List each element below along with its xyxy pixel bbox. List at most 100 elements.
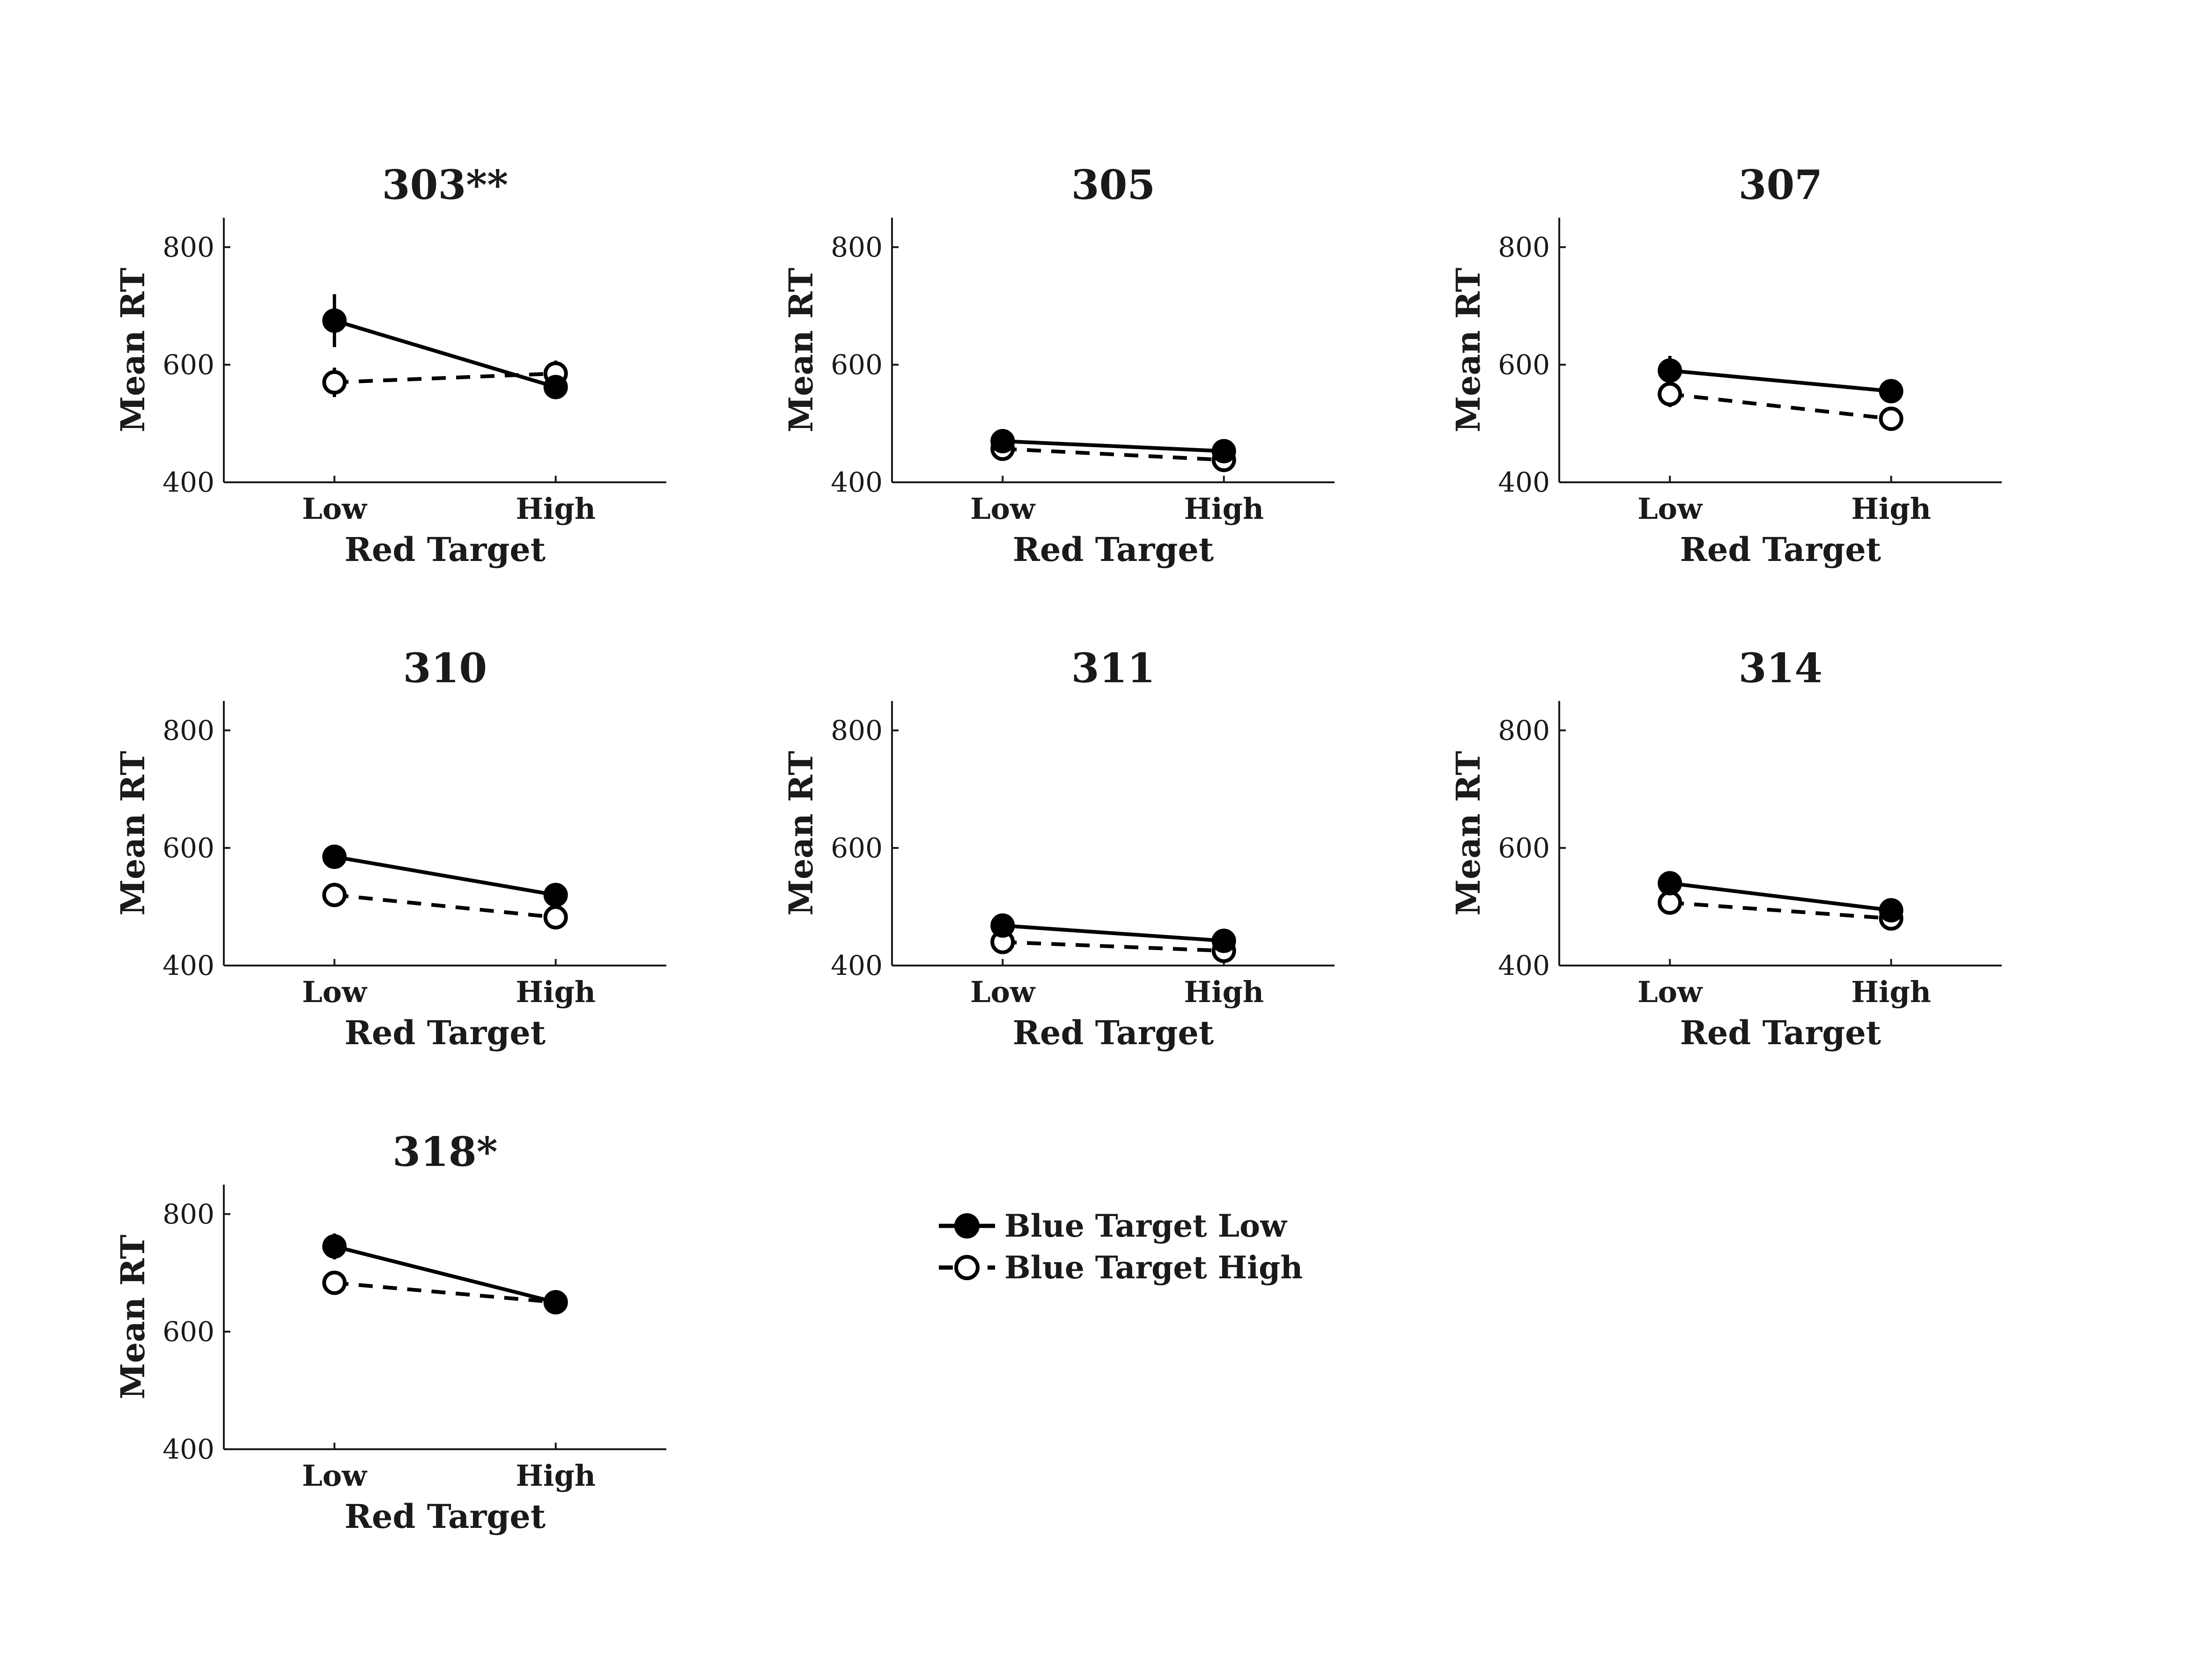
x-axis-label: Red Target (345, 1013, 546, 1052)
x-axis-label: Red Target (345, 530, 546, 569)
y-tick-label: 600 (1498, 832, 1550, 864)
x-tick-label: High (516, 492, 596, 526)
data-point-blue-target-high (1658, 890, 1682, 915)
y-tick-label: 400 (162, 950, 214, 981)
legend-marker-blue-high (954, 1255, 980, 1280)
x-tick-label: Low (970, 975, 1036, 1009)
series-blue-target-low (322, 844, 568, 907)
x-tick-label: High (516, 1459, 596, 1493)
data-point-blue-target-high (322, 883, 347, 907)
y-tick-label: 400 (162, 1433, 214, 1465)
series-line-blue-target-low (1002, 923, 1224, 943)
x-tick-label: Low (302, 975, 368, 1009)
legend-label-blue-low: Blue Target Low (1004, 1208, 1288, 1244)
x-tick-label: High (1184, 492, 1264, 526)
y-tick-label: 600 (1498, 349, 1550, 381)
x-tick-label: High (516, 975, 596, 1009)
series-line-blue-target-high (1669, 392, 1892, 421)
data-point-blue-target-low (543, 1290, 568, 1315)
panel-title: 311 (1071, 645, 1156, 692)
data-point-blue-target-low (322, 308, 347, 333)
series-blue-target-low (322, 294, 568, 399)
data-point-blue-target-high (1658, 382, 1682, 406)
y-tick-label: 800 (831, 231, 883, 263)
panel-310: 310 400 600 800 Low High Red Target Mean RT (113, 645, 666, 1052)
x-axis-label: Red Target (1680, 1013, 1881, 1052)
series-line-blue-target-low (334, 855, 556, 897)
y-axis-label: Mean RT (113, 1235, 152, 1400)
data-point-blue-target-low (543, 883, 568, 907)
y-tick-label: 400 (831, 950, 883, 981)
y-tick-label: 800 (162, 1198, 214, 1230)
x-axis-label: Red Target (1013, 1013, 1214, 1052)
panel-title: 307 (1739, 162, 1823, 209)
panel-title: 310 (403, 645, 487, 692)
x-tick-label: High (1184, 975, 1264, 1009)
x-tick-label: Low (302, 492, 368, 526)
series-line-blue-target-low (1003, 439, 1224, 453)
panel-title: 303** (382, 162, 508, 209)
series-line-blue-target-low (1669, 369, 1892, 393)
panel-311: 311 400 600 800 Low High Red Target Mean RT (782, 645, 1335, 1052)
y-tick-label: 400 (1498, 466, 1550, 498)
panel-307: 307 400 600 800 Low High Red Target Mean RT (1449, 162, 2002, 569)
data-point-blue-target-low (543, 375, 568, 399)
y-tick-label: 600 (831, 832, 883, 864)
data-point-blue-target-low (1211, 929, 1236, 953)
series-blue-target-high (322, 883, 568, 930)
y-tick-label: 800 (1498, 231, 1550, 263)
data-point-blue-target-high (322, 1270, 347, 1295)
series-line-blue-target-low (334, 1244, 556, 1304)
series-line-blue-target-high (1003, 447, 1224, 462)
y-axis-label: Mean RT (782, 751, 820, 916)
panel-303: 303** 400 600 800 Low High Red Target Mean RT (113, 162, 666, 569)
legend-label-blue-high: Blue Target High (1004, 1249, 1303, 1286)
series-line-blue-target-low (334, 318, 556, 389)
x-tick-label: Low (970, 492, 1036, 526)
series-line-blue-target-high (334, 1281, 556, 1305)
series-blue-target-low (990, 429, 1236, 464)
y-axis-label: Mean RT (1449, 751, 1488, 916)
y-tick-label: 600 (162, 832, 214, 864)
x-tick-label: Low (1637, 975, 1703, 1009)
x-axis-label: Red Target (1013, 530, 1214, 569)
data-point-blue-target-low (1879, 898, 1903, 922)
data-point-blue-target-low (1879, 379, 1903, 404)
series-line-blue-target-low (1669, 881, 1892, 912)
series-line-blue-target-high (1669, 900, 1892, 921)
series-blue-target-low (322, 1233, 568, 1315)
panels: 303** 400 600 800 Low High Red Target Mean RT 30… (113, 162, 2002, 1536)
legend: Blue Target Low Blue Target High (939, 1208, 1303, 1286)
series-blue-target-high (322, 1270, 568, 1315)
panel-314: 314 400 600 800 Low High Red Target Mean RT (1449, 645, 2002, 1052)
data-point-blue-target-high (322, 370, 347, 395)
panel-305: 305 400 600 800 Low High Red Target Mean RT (782, 162, 1335, 569)
data-point-blue-target-low (322, 844, 347, 869)
y-axis-label: Mean RT (113, 268, 152, 433)
y-tick-label: 400 (1498, 950, 1550, 981)
series-line-blue-target-high (334, 371, 556, 384)
data-point-blue-target-high (543, 905, 568, 930)
y-tick-label: 800 (1498, 715, 1550, 746)
series-blue-target-low (1658, 356, 1903, 404)
y-tick-label: 600 (162, 1316, 214, 1348)
data-point-blue-target-low (1658, 358, 1682, 383)
x-tick-label: Low (302, 1459, 368, 1493)
data-point-blue-target-low (1658, 871, 1682, 896)
y-tick-label: 600 (162, 349, 214, 381)
y-axis-label: Mean RT (1449, 268, 1488, 433)
series-blue-target-low (990, 913, 1236, 953)
series-line-blue-target-high (1003, 940, 1224, 953)
data-point-blue-target-low (990, 429, 1015, 454)
y-tick-label: 800 (162, 231, 214, 263)
x-axis-label: Red Target (1680, 530, 1881, 569)
y-axis-label: Mean RT (113, 751, 152, 916)
y-tick-label: 800 (162, 715, 214, 746)
x-axis-label: Red Target (345, 1497, 546, 1536)
data-point-blue-target-low (990, 913, 1015, 938)
series-blue-target-low (1658, 871, 1903, 922)
y-tick-label: 800 (831, 715, 883, 746)
x-tick-label: Low (1637, 492, 1703, 526)
data-point-blue-target-high (1879, 406, 1903, 431)
